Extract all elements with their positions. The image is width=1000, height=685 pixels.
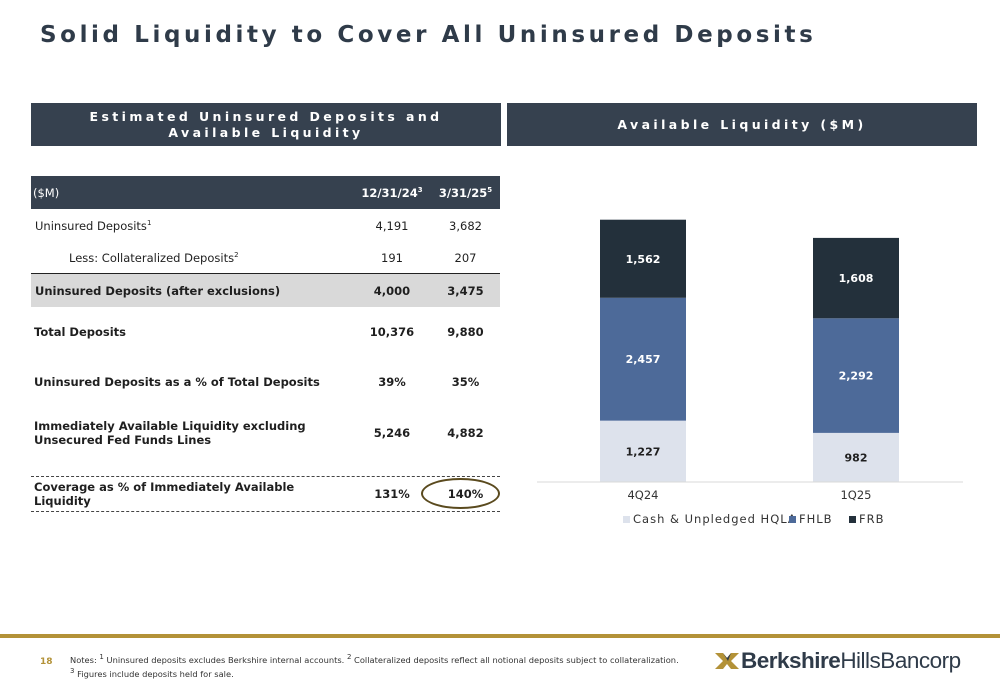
data-label-frb-1q25: 1,608: [839, 272, 874, 285]
table-row: Coverage as % of Immediately Available L…: [31, 476, 500, 512]
table-panel-header-text: Estimated Uninsured Deposits and Availab…: [89, 108, 443, 140]
row-label: Immediately Available Liquidity excludin…: [34, 419, 306, 447]
row-value-1: 4,191: [375, 218, 409, 233]
table-row: Uninsured Deposits (after exclusions) 4,…: [31, 274, 500, 307]
data-label-fhlb-4q24: 2,457: [626, 353, 661, 366]
table-header-row: ($M) 12/31/243 3/31/255: [31, 176, 500, 209]
row-value-2: 35%: [451, 375, 480, 389]
company-logo: BerkshireHillsBancorp: [714, 648, 961, 674]
row-value-1: 191: [381, 250, 403, 265]
legend-label-cash-unpledged-hqla: Cash & Unpledged HQLA: [633, 512, 797, 526]
row-value-2: 9,880: [447, 325, 484, 339]
chart-panel-header: Available Liquidity ($M): [507, 103, 977, 146]
bar-cash-unpledged-hqla-4q24: [600, 420, 686, 482]
row-value-2: 207: [454, 250, 477, 265]
bar-cash-unpledged-hqla-1q25: [813, 432, 899, 482]
data-label-fhlb-1q25: 2,292: [839, 370, 874, 383]
footer-rule: [0, 634, 1000, 638]
header-units: ($M): [33, 185, 60, 200]
deposits-table: ($M) 12/31/243 3/31/255 Uninsured Deposi…: [31, 176, 500, 512]
header-col-2: 3/31/255: [438, 185, 493, 200]
x-tick-label-4q24: 4Q24: [627, 488, 658, 502]
row-value-1: 4,000: [373, 283, 411, 298]
bar-frb-4q24: [600, 219, 686, 298]
legend-label-frb: FRB: [859, 512, 885, 526]
table-row: Uninsured Deposits as a % of Total Depos…: [31, 357, 500, 407]
logo-text-strong: Berkshire: [741, 648, 841, 673]
footnotes: Notes: 1 Uninsured deposits excludes Ber…: [70, 653, 679, 679]
row-label: Uninsured Deposits as a % of Total Depos…: [34, 375, 320, 389]
bar-fhlb-1q25: [813, 318, 899, 433]
table-panel-header: Estimated Uninsured Deposits and Availab…: [31, 103, 501, 146]
table-row: Immediately Available Liquidity excludin…: [31, 407, 500, 459]
row-value-1: 5,246: [373, 426, 411, 440]
row-label: Coverage as % of Immediately Available L…: [34, 480, 295, 508]
bar-frb-1q25: [813, 237, 899, 319]
table-row: Total Deposits 10,376 9,880: [31, 307, 500, 357]
row-label: Less: Collateralized Deposits2: [69, 250, 239, 265]
row-value-2: 4,882: [447, 426, 484, 440]
row-value-2: 3,682: [449, 218, 482, 233]
row-label: Uninsured Deposits1: [35, 218, 152, 233]
slide-title: Solid Liquidity to Cover All Uninsured D…: [40, 22, 817, 48]
data-label-cash-unpledged-hqla-1q25: 982: [845, 451, 868, 464]
row-label: Uninsured Deposits (after exclusions): [35, 283, 281, 298]
row-value-1: 131%: [374, 487, 410, 501]
data-label-frb-4q24: 1,562: [626, 253, 661, 266]
header-col-1: 12/31/243: [361, 185, 423, 200]
row-value-2: 3,475: [447, 283, 484, 298]
legend-swatch-fhlb: [789, 516, 796, 523]
table-row: Uninsured Deposits1 4,191 3,682: [31, 209, 500, 242]
table-row: Less: Collateralized Deposits2 191 207: [31, 242, 500, 274]
row-label: Total Deposits: [34, 325, 127, 339]
logo-text-light: HillsBancorp: [840, 648, 961, 673]
legend-label-fhlb: FHLB: [799, 512, 833, 526]
row-value-1: 10,376: [369, 325, 415, 339]
logo-star-icon: [715, 653, 739, 669]
bar-fhlb-4q24: [600, 297, 686, 421]
x-tick-label-1q25: 1Q25: [840, 488, 871, 502]
highlight-circle: [421, 478, 500, 509]
legend-swatch-cash-unpledged-hqla: [623, 516, 630, 523]
data-label-cash-unpledged-hqla-4q24: 1,227: [626, 445, 661, 458]
row-value-1: 39%: [378, 375, 406, 389]
chart-panel-header-text: Available Liquidity ($M): [617, 116, 867, 132]
liquidity-chart: 1,227 2,457 1,562 982 2,292 1,608 4Q24 1Q25 Ca…: [537, 219, 963, 526]
legend-swatch-frb: [849, 516, 856, 523]
page-number: 18: [40, 657, 53, 667]
